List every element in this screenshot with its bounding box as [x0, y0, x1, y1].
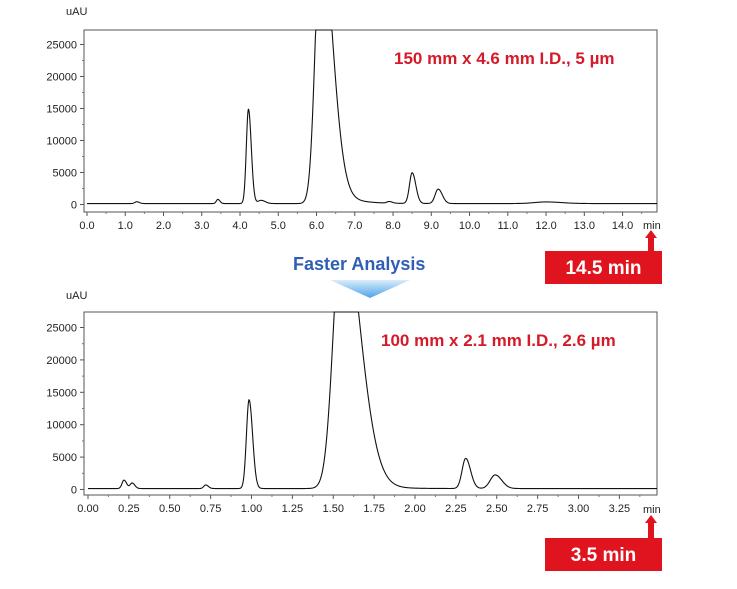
- run-time-label: 14.5 min: [565, 258, 641, 279]
- x-tick-label: 1.0: [118, 220, 133, 232]
- y-tick-label: 5000: [53, 452, 77, 464]
- x-tick-label: 9.0: [424, 220, 439, 232]
- axis-ticks: [80, 327, 641, 499]
- axis-ticks: [80, 44, 643, 216]
- x-tick-label: 3.25: [609, 503, 630, 515]
- y-tick-labels: 0 5000 10000 15000 20000 25000: [46, 323, 77, 497]
- column-spec-label: 150 mm x 4.6 mm I.D., 5 µm: [394, 49, 615, 68]
- x-tick-label: 12.0: [535, 220, 556, 232]
- x-tick-labels: 0.00 0.25 0.50 0.75 1.00 1.25 1.50 1.75 2.00 2.25…: [77, 503, 630, 515]
- x-tick-label: 2.0: [156, 220, 171, 232]
- x-tick-label: 0.00: [77, 503, 98, 515]
- run-time-badge: [545, 538, 662, 571]
- x-tick-label: 2.25: [445, 503, 466, 515]
- run-time-indicator-top: 14.5 min: [545, 230, 662, 284]
- y-tick-label: 20000: [46, 72, 77, 84]
- chromatogram-150mm: 0.0 1.0 2.0 3.0 4.0 5.0 6.0 7.0 8.0 9.0 10.0 11.0 12…: [46, 6, 660, 232]
- x-tick-label: 1.00: [241, 503, 262, 515]
- chromatogram-trace: [87, 29, 657, 205]
- x-tick-label: 7.0: [347, 220, 362, 232]
- column-spec-label: 100 mm x 2.1 mm I.D., 2.6 µm: [381, 331, 616, 350]
- y-axis-unit: uAU: [66, 6, 87, 18]
- x-axis-unit: min: [643, 504, 661, 516]
- down-arrow-icon: [330, 280, 410, 298]
- y-tick-label: 0: [71, 200, 77, 212]
- y-axis-unit: uAU: [66, 290, 87, 302]
- x-tick-label: 11.0: [498, 220, 519, 232]
- x-axis-unit: min: [643, 220, 661, 232]
- y-tick-label: 0: [71, 485, 77, 497]
- x-tick-label: 2.75: [527, 503, 548, 515]
- x-tick-label: 0.50: [159, 503, 180, 515]
- x-tick-label: 2.50: [486, 503, 507, 515]
- y-tick-label: 10000: [46, 136, 77, 148]
- chromatogram-trace: [88, 311, 657, 490]
- y-tick-label: 15000: [46, 104, 77, 116]
- plot-frame: [83, 311, 658, 496]
- x-tick-label: 4.0: [232, 220, 247, 232]
- x-tick-label: 0.75: [200, 503, 221, 515]
- x-tick-label: 10.0: [459, 220, 480, 232]
- y-tick-label: 20000: [46, 355, 77, 367]
- x-tick-label: 3.0: [194, 220, 209, 232]
- y-tick-label: 10000: [46, 420, 77, 432]
- run-time-label: 3.5 min: [571, 545, 636, 566]
- x-tick-label: 6.0: [309, 220, 324, 232]
- x-tick-label: 8.0: [385, 220, 400, 232]
- y-tick-labels: 0 5000 10000 15000 20000 25000: [46, 40, 77, 212]
- x-tick-label: 1.25: [282, 503, 303, 515]
- x-tick-label: 1.50: [323, 503, 344, 515]
- x-tick-label: 13.0: [574, 220, 595, 232]
- y-tick-label: 25000: [46, 323, 77, 335]
- run-time-indicator-bottom: 3.5 min: [545, 515, 662, 571]
- arrow-stem: [648, 522, 654, 538]
- run-time-badge: [545, 251, 662, 284]
- faster-analysis-label: Faster Analysis: [293, 254, 425, 274]
- x-tick-label: 2.00: [404, 503, 425, 515]
- up-arrow-icon: [645, 515, 657, 523]
- up-arrow-icon: [645, 230, 657, 238]
- y-tick-label: 25000: [46, 40, 77, 52]
- arrow-stem: [648, 237, 654, 251]
- x-tick-label: 0.25: [118, 503, 139, 515]
- x-tick-label: 3.00: [568, 503, 589, 515]
- plot-frame: [83, 29, 658, 213]
- x-tick-label: 14.0: [612, 220, 633, 232]
- y-tick-label: 15000: [46, 387, 77, 399]
- x-tick-label: 0.0: [79, 220, 94, 232]
- y-tick-label: 5000: [53, 168, 77, 180]
- x-tick-label: 5.0: [271, 220, 286, 232]
- x-tick-label: 1.75: [363, 503, 384, 515]
- chromatogram-100mm: 0.00 0.25 0.50 0.75 1.00 1.25 1.50 1.75 2.00 2.25…: [46, 290, 660, 516]
- x-tick-labels: 0.0 1.0 2.0 3.0 4.0 5.0 6.0 7.0 8.0 9.0 10.0 11.0 12…: [79, 220, 633, 232]
